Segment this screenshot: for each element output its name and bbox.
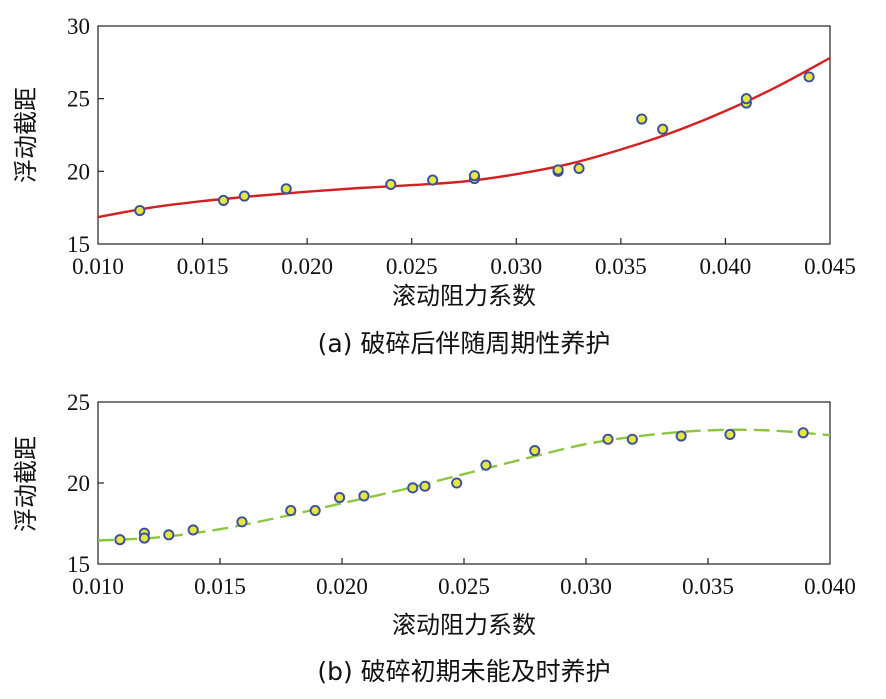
- data-point: [134, 205, 146, 217]
- panel-a-xlabel: 滚动阻力系数: [392, 282, 536, 310]
- data-point: [797, 427, 809, 439]
- x-tick-label: 0.020: [281, 254, 333, 279]
- y-tick-label: 20: [67, 159, 90, 184]
- y-tick-label: 30: [67, 14, 90, 39]
- data-point: [657, 123, 669, 135]
- x-tick-label: 0.015: [194, 574, 246, 599]
- x-tick-label: 0.040: [804, 574, 856, 599]
- data-point: [217, 194, 230, 206]
- panel-b-xlabel: 滚动阻力系数: [392, 611, 536, 639]
- x-tick-label: 0.035: [682, 574, 734, 599]
- data-point: [529, 445, 541, 457]
- x-tick-label: 0.045: [804, 254, 856, 279]
- panel-a-points: [134, 71, 815, 217]
- data-point: [238, 190, 250, 202]
- panel-b-ylabel: 浮动截距: [12, 436, 40, 532]
- panel-b-x-tick-labels: 0.010 0.015 0.020 0.025 0.030 0.035 0.040: [72, 558, 856, 599]
- x-tick-label: 0.015: [177, 254, 229, 279]
- data-point: [407, 482, 419, 494]
- data-point: [636, 113, 648, 125]
- data-point: [480, 459, 492, 471]
- data-point: [740, 93, 752, 105]
- panel-a-ylabel: 浮动截距: [12, 87, 40, 183]
- x-tick-label: 0.020: [316, 574, 368, 599]
- data-point: [451, 477, 463, 489]
- panel-b-points: [114, 427, 809, 546]
- data-point: [427, 174, 439, 186]
- panel-a-fit-line-group: [97, 56, 831, 219]
- x-tick-label: 0.010: [72, 254, 124, 279]
- x-tick-label: 0.030: [490, 254, 542, 279]
- data-point: [114, 534, 126, 546]
- data-point: [163, 529, 175, 541]
- panel-b-y-tick-labels: 15 20 25: [67, 390, 104, 577]
- fit-curve-solid: [97, 56, 831, 219]
- panel-b-fit-line-group: [97, 428, 831, 542]
- x-tick-label: 0.010: [72, 574, 124, 599]
- data-point: [309, 504, 321, 517]
- data-point: [280, 183, 292, 195]
- y-tick-label: 20: [67, 471, 90, 496]
- data-point: [724, 428, 736, 440]
- data-point: [803, 71, 815, 83]
- panel-a-caption: (a) 破碎后伴随周期性养护: [318, 329, 611, 358]
- data-point: [602, 433, 614, 445]
- data-point: [285, 504, 297, 517]
- x-tick-label: 0.030: [560, 574, 612, 599]
- x-tick-label: 0.025: [438, 574, 490, 599]
- data-point: [675, 430, 687, 442]
- data-point: [552, 164, 564, 176]
- data-point: [626, 433, 638, 445]
- data-point: [334, 492, 346, 504]
- data-point: [236, 516, 248, 528]
- panel-a-y-tick-labels: 15 20 25 30: [67, 14, 104, 257]
- y-tick-label: 25: [67, 390, 90, 415]
- data-point: [419, 480, 431, 492]
- data-point: [385, 178, 397, 190]
- data-point: [187, 524, 199, 536]
- data-point: [358, 490, 370, 502]
- y-tick-label: 25: [67, 87, 90, 112]
- x-tick-label: 0.040: [700, 254, 752, 279]
- x-tick-label: 0.035: [595, 254, 647, 279]
- panel-b-caption: (b) 破碎初期未能及时养护: [317, 657, 610, 686]
- y-tick-label: 15: [67, 232, 90, 257]
- data-point: [138, 532, 150, 544]
- data-point: [468, 170, 481, 182]
- x-tick-label: 0.025: [386, 254, 438, 279]
- plot-a-frame: [97, 25, 831, 245]
- data-point: [573, 162, 585, 174]
- y-tick-label: 15: [67, 552, 90, 577]
- plot-b-frame: [97, 401, 831, 565]
- fit-curve-dashed: [97, 428, 831, 542]
- panel-a-x-tick-labels: 0.010 0.015 0.020 0.025 0.030 0.035 0.040 0.045: [72, 238, 856, 279]
